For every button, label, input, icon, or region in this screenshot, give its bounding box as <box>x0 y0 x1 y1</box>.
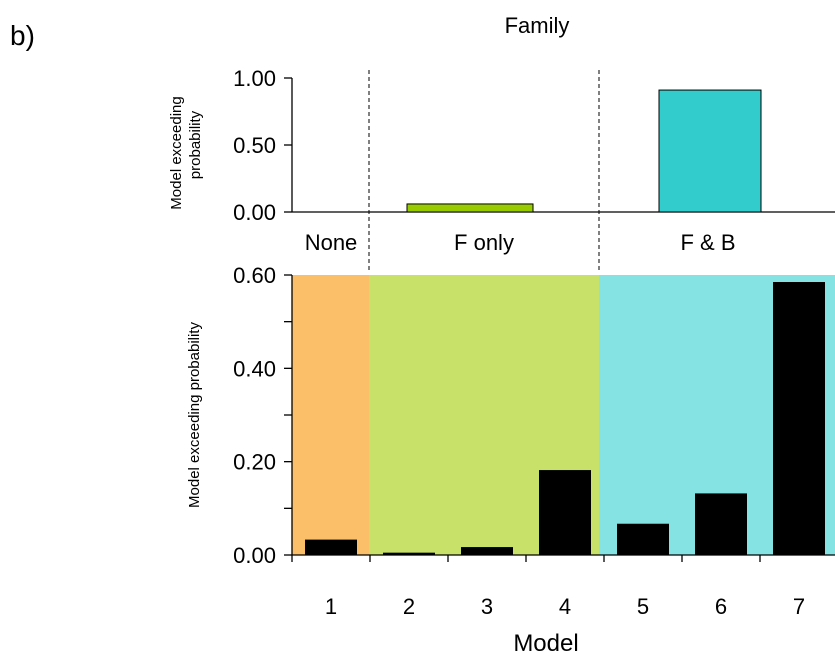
model-bar-5 <box>617 523 669 555</box>
x-tick-label: 5 <box>637 594 649 619</box>
model-bar-7 <box>773 282 825 555</box>
bottom-y-tick-label: 0.60 <box>233 263 276 288</box>
top-y-axis-label-line2: probability <box>187 110 204 179</box>
bottom-y-tick-label: 0.00 <box>233 543 276 568</box>
top-y-tick-label: 0.00 <box>233 200 276 225</box>
model-bar-6 <box>695 493 747 555</box>
family-region <box>292 275 369 555</box>
x-tick-label: 6 <box>715 594 727 619</box>
chart-title: Family <box>505 13 570 38</box>
family-label: None <box>305 230 358 255</box>
model-bar-2 <box>383 552 435 555</box>
model-bar-3 <box>461 547 513 555</box>
bottom-y-axis-label: Model exceeding probability <box>186 322 203 508</box>
bottom-y-tick-label: 0.20 <box>233 450 276 475</box>
x-axis-label: Model <box>513 630 578 657</box>
model-bar-1 <box>305 539 357 555</box>
family-bar-f-b <box>658 89 762 213</box>
top-y-axis-label-line1: Model exceeding <box>168 96 185 209</box>
family-label: F only <box>454 230 514 255</box>
family-bar-f-only <box>406 203 534 213</box>
bottom-model-panel: Model exceeding probability 0.00 0.20 0.40… <box>186 263 835 657</box>
x-tick-label: 7 <box>793 594 805 619</box>
panel-label: b) <box>10 20 35 51</box>
x-tick-label: 1 <box>325 594 337 619</box>
top-y-tick-label: 1.00 <box>233 66 276 91</box>
x-tick-label: 4 <box>559 594 571 619</box>
top-y-tick-label: 0.50 <box>233 133 276 158</box>
bottom-y-tick-label: 0.40 <box>233 356 276 381</box>
family-label: F & B <box>680 230 735 255</box>
top-family-panel: Model exceeding probability 0.00 0.50 1.00… <box>168 66 835 273</box>
x-tick-label: 3 <box>481 594 493 619</box>
model-bar-4 <box>539 470 591 555</box>
x-tick-label: 2 <box>403 594 415 619</box>
